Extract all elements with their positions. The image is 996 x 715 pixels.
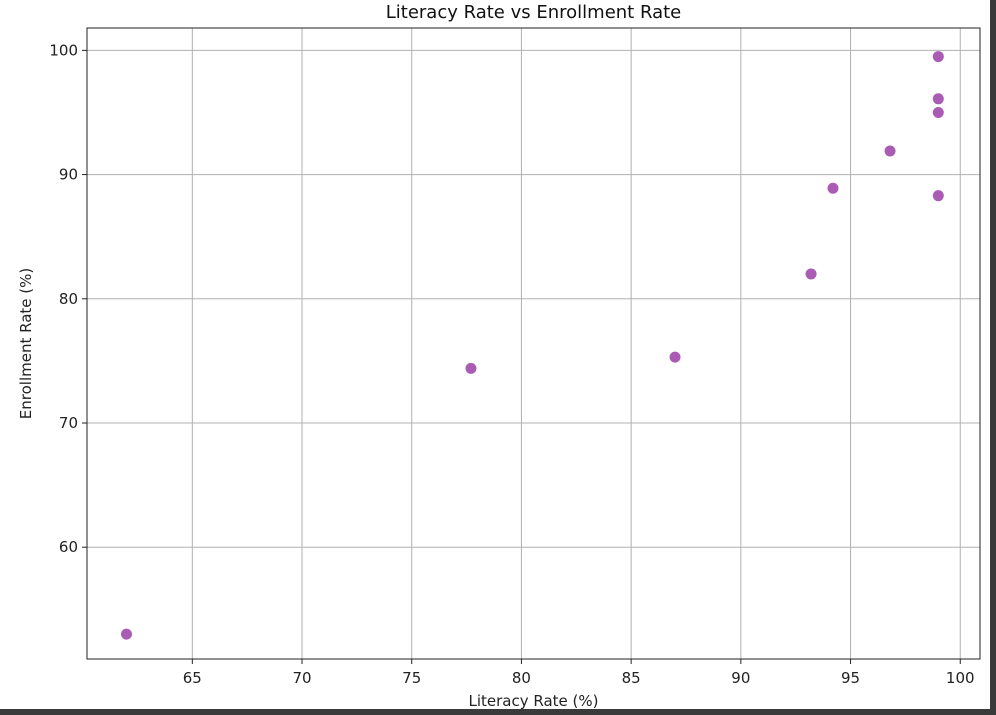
x-tick-label: 70 <box>292 669 311 687</box>
x-axis-ticks: 65 70 75 80 85 90 95 100 <box>183 659 975 687</box>
grid <box>87 28 980 659</box>
chart-title: Literacy Rate vs Enrollment Rate <box>386 2 681 23</box>
y-axis-ticks: 60 70 80 90 100 <box>49 41 87 556</box>
x-tick-label: 85 <box>622 669 641 687</box>
plot-frame <box>86 27 981 660</box>
data-point <box>805 268 817 280</box>
x-tick-label: 100 <box>946 669 975 687</box>
data-point <box>884 145 896 157</box>
y-tick-label: 100 <box>49 41 78 59</box>
y-tick-label: 90 <box>59 166 78 184</box>
data-point <box>932 93 944 105</box>
x-axis-label: Literacy Rate (%) <box>468 692 598 709</box>
y-tick-label: 70 <box>59 414 78 432</box>
y-tick-label: 80 <box>59 290 78 308</box>
data-point <box>932 106 944 118</box>
y-axis-label: Enrollment Rate (%) <box>17 268 35 419</box>
data-point <box>932 190 944 202</box>
x-tick-label: 65 <box>183 669 202 687</box>
x-tick-label: 95 <box>841 669 860 687</box>
x-tick-label: 90 <box>731 669 750 687</box>
data-point <box>465 362 477 374</box>
data-point <box>669 351 681 363</box>
data-points <box>120 51 944 640</box>
data-point <box>932 51 944 63</box>
data-point <box>120 628 132 640</box>
data-point <box>827 182 839 194</box>
x-tick-label: 80 <box>512 669 531 687</box>
y-tick-label: 60 <box>59 538 78 556</box>
x-tick-label: 75 <box>402 669 421 687</box>
